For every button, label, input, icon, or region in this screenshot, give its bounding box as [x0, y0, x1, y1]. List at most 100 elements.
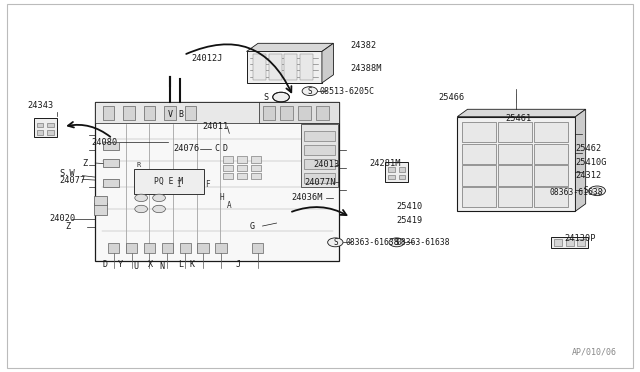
Bar: [134, 169, 204, 194]
Text: 25419: 25419: [397, 216, 423, 225]
Bar: [458, 117, 575, 211]
Text: F: F: [205, 180, 209, 189]
Bar: [144, 243, 156, 253]
Bar: [246, 51, 322, 83]
Bar: [103, 159, 120, 167]
Bar: [144, 106, 156, 120]
Text: 24012J: 24012J: [191, 54, 223, 62]
Text: 24077N: 24077N: [305, 178, 336, 187]
Text: Z: Z: [83, 158, 88, 167]
Text: 24077: 24077: [60, 176, 86, 185]
Circle shape: [135, 194, 148, 202]
Bar: [300, 54, 313, 80]
Bar: [284, 54, 298, 80]
Text: S.W: S.W: [60, 169, 75, 178]
Circle shape: [153, 205, 166, 213]
Bar: [388, 175, 395, 179]
Bar: [252, 243, 263, 253]
Bar: [108, 243, 120, 253]
Bar: [301, 124, 338, 187]
Bar: [499, 187, 532, 208]
Text: 24130P: 24130P: [564, 234, 595, 243]
Text: C: C: [214, 144, 219, 153]
Bar: [37, 123, 44, 128]
Circle shape: [328, 238, 343, 247]
Text: 24312: 24312: [575, 171, 602, 180]
Bar: [95, 102, 339, 123]
Bar: [534, 122, 568, 142]
Bar: [197, 243, 209, 253]
Bar: [304, 173, 335, 183]
Bar: [316, 106, 329, 120]
Text: 25466: 25466: [438, 93, 465, 102]
Bar: [47, 131, 54, 135]
Polygon shape: [458, 109, 586, 117]
Bar: [463, 122, 496, 142]
Bar: [385, 162, 408, 182]
Text: 08513-6205C: 08513-6205C: [320, 87, 375, 96]
Text: 24281M: 24281M: [370, 158, 401, 167]
Bar: [534, 144, 568, 164]
Bar: [237, 156, 247, 163]
Bar: [103, 179, 120, 187]
Bar: [223, 173, 233, 179]
Text: J: J: [236, 260, 241, 269]
Bar: [463, 144, 496, 164]
Bar: [94, 196, 107, 205]
Text: 24011: 24011: [202, 122, 228, 131]
Text: S: S: [263, 93, 268, 102]
Text: 24020: 24020: [49, 214, 76, 223]
Bar: [463, 187, 496, 208]
Bar: [554, 238, 562, 246]
Bar: [94, 203, 107, 215]
Bar: [304, 131, 335, 141]
Bar: [103, 142, 120, 150]
Bar: [534, 187, 568, 208]
Bar: [269, 54, 282, 80]
Bar: [499, 122, 532, 142]
Text: 24388M: 24388M: [351, 64, 382, 73]
Text: B: B: [178, 110, 183, 119]
Bar: [95, 102, 339, 261]
Bar: [253, 54, 266, 80]
Bar: [126, 243, 138, 253]
Bar: [237, 173, 247, 179]
Text: S: S: [583, 186, 588, 195]
Text: AP/010/06: AP/010/06: [572, 347, 617, 356]
Circle shape: [589, 186, 605, 196]
Text: 24343: 24343: [28, 101, 54, 110]
Bar: [499, 166, 532, 186]
Text: R: R: [137, 161, 141, 167]
Bar: [551, 237, 588, 247]
Bar: [251, 164, 261, 171]
Text: D: D: [223, 144, 228, 153]
Text: 08363-61638: 08363-61638: [397, 238, 451, 247]
Bar: [388, 167, 395, 172]
Bar: [399, 175, 405, 179]
Bar: [298, 106, 311, 120]
Bar: [184, 106, 196, 120]
Polygon shape: [322, 43, 333, 83]
Polygon shape: [246, 43, 333, 51]
Bar: [223, 164, 233, 171]
Bar: [124, 106, 135, 120]
Bar: [304, 159, 335, 169]
Text: I: I: [176, 180, 180, 189]
Text: S: S: [394, 238, 399, 247]
Text: PQ E M: PQ E M: [154, 177, 183, 186]
Text: H: H: [220, 193, 224, 202]
Bar: [463, 166, 496, 186]
Bar: [37, 131, 44, 135]
Bar: [223, 156, 233, 163]
Text: V: V: [168, 110, 173, 119]
Bar: [162, 243, 173, 253]
Bar: [399, 167, 405, 172]
Circle shape: [389, 238, 404, 247]
Text: D: D: [103, 260, 108, 269]
Polygon shape: [575, 109, 586, 211]
Bar: [179, 243, 191, 253]
Text: L: L: [179, 260, 183, 269]
Bar: [34, 118, 57, 137]
Text: 08363-61638: 08363-61638: [550, 188, 604, 197]
Text: 24013: 24013: [314, 160, 340, 169]
